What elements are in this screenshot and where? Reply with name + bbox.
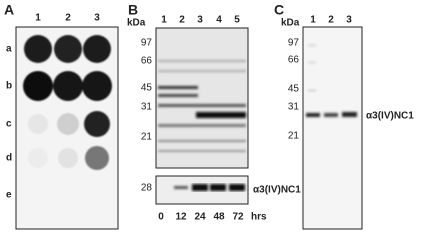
western-frame-c <box>302 26 363 230</box>
row-label: a <box>6 44 12 55</box>
western-bands <box>174 184 245 191</box>
time-unit: hrs <box>251 212 267 223</box>
marker-label: 66 <box>288 55 300 66</box>
row-label: d <box>6 153 12 164</box>
marker-label: 45 <box>141 83 153 94</box>
unit-label: kDa <box>281 18 300 29</box>
time-label: 12 <box>175 212 187 223</box>
marker-label: 97 <box>141 38 153 49</box>
panel-letter: B <box>128 2 138 18</box>
lane-label: 4 <box>216 15 222 26</box>
lane-label: 1 <box>310 15 316 26</box>
time-label: 24 <box>194 212 206 223</box>
time-label: 0 <box>158 212 164 223</box>
lane-label: 2 <box>179 15 185 26</box>
marker-label: 31 <box>288 102 300 113</box>
lane-label: 3 <box>94 13 100 24</box>
western-bands-c <box>306 45 357 117</box>
gel-frame <box>155 27 249 169</box>
panel-letter: C <box>274 2 284 18</box>
marker-label: 21 <box>288 131 300 142</box>
lane-label: 1 <box>35 13 41 24</box>
marker-label: 45 <box>288 84 300 95</box>
panel-letter: A <box>4 2 14 18</box>
row-label: e <box>6 190 12 201</box>
row-label: c <box>6 119 12 130</box>
lane-label: 3 <box>197 15 203 26</box>
row-label: b <box>6 81 12 92</box>
marker-label: 31 <box>141 102 153 113</box>
lane-label: 2 <box>65 13 71 24</box>
unit-label: kDa <box>127 18 146 29</box>
dot-blot <box>23 35 112 170</box>
lane-label: 5 <box>234 15 240 26</box>
band-label: α3(IV)NC1 <box>366 111 414 122</box>
marker-label: 66 <box>141 56 153 67</box>
time-label: 72 <box>232 212 244 223</box>
lane-label: 1 <box>161 15 167 26</box>
marker-label: 28 <box>141 183 153 194</box>
marker-label: 97 <box>288 38 300 49</box>
lane-label: 3 <box>346 15 352 26</box>
marker-label: 21 <box>141 132 153 143</box>
time-label: 48 <box>213 212 225 223</box>
lane-label: 2 <box>328 15 334 26</box>
gel-bands <box>158 60 246 152</box>
band-label: α3(IV)NC1 <box>253 185 301 196</box>
